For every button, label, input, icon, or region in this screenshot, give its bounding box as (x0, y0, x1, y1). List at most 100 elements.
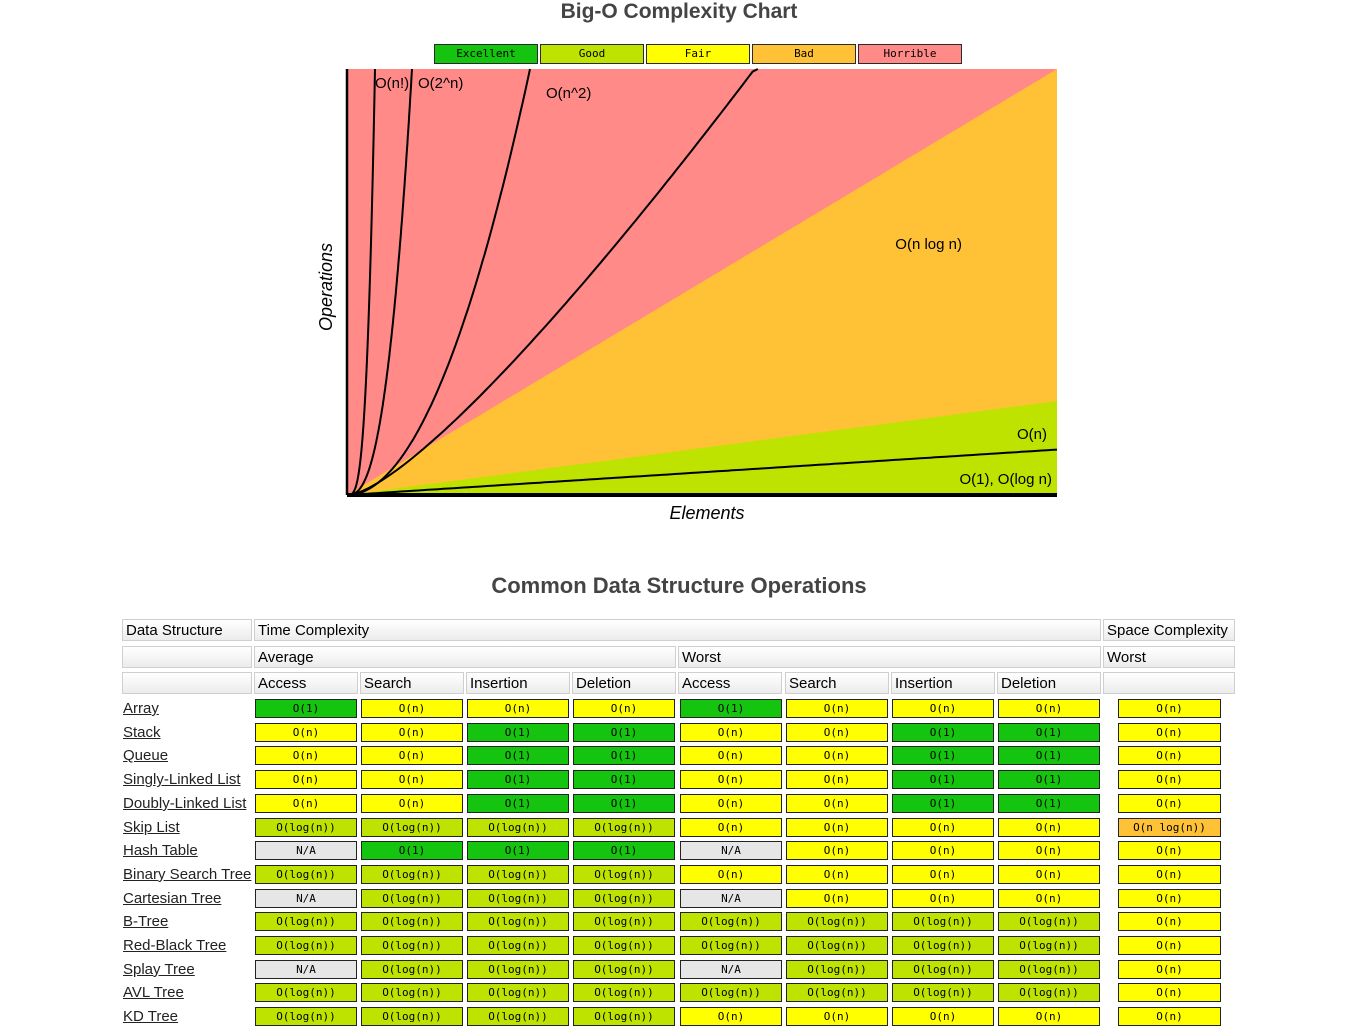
cell-worst-search: O(n) (786, 746, 888, 766)
cell-worst-deletion: O(n) (998, 817, 1100, 837)
cell-space-worst: O(n) (1118, 888, 1221, 908)
cell-worst-insertion: O(1) (892, 793, 994, 813)
cell-space-worst: O(n) (1118, 841, 1221, 861)
cell-avg-deletion: O(log(n)) (573, 912, 675, 932)
cell-avg-insertion: O(1) (467, 746, 569, 766)
cell-avg-access: O(log(n)) (255, 983, 357, 1003)
row-link-cartesian-tree[interactable]: Cartesian Tree (123, 889, 222, 907)
cell-avg-deletion: O(log(n)) (573, 959, 675, 979)
cell-worst-insertion: O(n) (892, 864, 994, 884)
cell-avg-search: O(n) (361, 699, 463, 718)
cell-worst-deletion: O(1) (998, 793, 1100, 813)
cell-avg-search: O(log(n)) (361, 1007, 463, 1027)
cell-avg-insertion: O(log(n)) (467, 959, 569, 979)
cell-avg-deletion: O(1) (573, 841, 675, 861)
cell-avg-insertion: O(1) (467, 722, 569, 742)
header-data-structure: Data Structure (122, 619, 252, 641)
y-axis-label: Operations (316, 243, 336, 331)
cell-worst-search: O(n) (786, 888, 888, 908)
row-link-b-tree[interactable]: B-Tree (123, 913, 169, 931)
header-worst-search: Search (785, 672, 889, 694)
header-worst: Worst (678, 646, 1101, 668)
complexity-plot: O(n!) O(2^n) O(n^2) O(n log n) O(n) O(1), O(l… (316, 68, 1058, 523)
legend-bad: Bad (752, 44, 856, 64)
cell-space-worst: O(n log(n)) (1118, 817, 1221, 837)
cell-worst-search: O(log(n)) (786, 959, 888, 979)
row-link-doubly-linked-list[interactable]: Doubly-Linked List (123, 794, 247, 812)
cell-avg-search: O(n) (361, 770, 463, 790)
cell-worst-deletion: O(log(n)) (998, 983, 1100, 1003)
cell-worst-deletion: O(n) (998, 841, 1100, 861)
cell-avg-insertion: O(log(n)) (467, 936, 569, 955)
cell-worst-insertion: O(log(n)) (892, 912, 994, 932)
cell-worst-search: O(log(n)) (786, 983, 888, 1003)
cell-avg-access: N/A (255, 959, 357, 979)
cell-avg-deletion: O(log(n)) (573, 817, 675, 837)
cell-avg-access: O(log(n)) (255, 864, 357, 884)
header-space-complexity: Space Complexity (1103, 619, 1235, 641)
cell-worst-access: N/A (680, 888, 782, 908)
row-link-queue[interactable]: Queue (123, 747, 169, 765)
cell-worst-access: N/A (680, 959, 782, 979)
chart-title: Big-O Complexity Chart (560, 0, 798, 23)
cell-avg-access: O(n) (255, 770, 357, 790)
row-link-singly-linked-list[interactable]: Singly-Linked List (123, 771, 241, 789)
header-avg-search: Search (360, 672, 464, 694)
row-link-array[interactable]: Array (123, 700, 159, 717)
header-worst-deletion: Deletion (997, 672, 1101, 694)
cell-space-worst: O(n) (1118, 983, 1221, 1003)
cell-avg-deletion: O(1) (573, 746, 675, 766)
cell-worst-deletion: O(1) (998, 722, 1100, 742)
header-avg-insertion: Insertion (466, 672, 570, 694)
legend-excellent: Excellent (434, 44, 538, 64)
cell-avg-access: O(log(n)) (255, 912, 357, 932)
cell-worst-insertion: O(1) (892, 770, 994, 790)
cell-avg-search: O(n) (361, 746, 463, 766)
cell-avg-insertion: O(1) (467, 841, 569, 861)
cell-worst-access: O(n) (680, 1007, 782, 1027)
cell-avg-access: N/A (255, 888, 357, 908)
label-constant-log: O(1), O(log n) (959, 471, 1052, 488)
cell-worst-insertion: O(n) (892, 699, 994, 718)
cell-avg-insertion: O(log(n)) (467, 912, 569, 932)
row-link-hash-table[interactable]: Hash Table (123, 842, 198, 860)
row-link-binary-search-tree[interactable]: Binary Search Tree (123, 865, 252, 883)
cell-worst-search: O(n) (786, 817, 888, 837)
cell-avg-deletion: O(log(n)) (573, 864, 675, 884)
cell-worst-access: O(log(n)) (680, 983, 782, 1003)
cell-worst-insertion: O(log(n)) (892, 959, 994, 979)
cell-worst-access: N/A (680, 841, 782, 861)
row-link-avl-tree[interactable]: AVL Tree (123, 984, 184, 1002)
cell-space-worst: O(n) (1118, 746, 1221, 766)
row-link-stack[interactable]: Stack (123, 723, 161, 741)
cell-worst-access: O(n) (680, 793, 782, 813)
row-link-skip-list[interactable]: Skip List (123, 818, 180, 836)
cell-avg-access: O(n) (255, 722, 357, 742)
cell-worst-search: O(n) (786, 1007, 888, 1027)
header-avg-deletion: Deletion (572, 672, 676, 694)
cell-worst-deletion: O(1) (998, 746, 1100, 766)
cell-worst-insertion: O(n) (892, 817, 994, 837)
header-worst-insertion: Insertion (891, 672, 995, 694)
cell-worst-search: O(n) (786, 770, 888, 790)
row-link-kd-tree[interactable]: KD Tree (123, 1008, 179, 1026)
cell-worst-search: O(n) (786, 841, 888, 861)
row-link-splay-tree[interactable]: Splay Tree (123, 960, 195, 978)
cell-space-worst: O(n) (1118, 912, 1221, 932)
cell-avg-deletion: O(log(n)) (573, 983, 675, 1003)
cell-worst-insertion: O(n) (892, 888, 994, 908)
legend-fair: Fair (646, 44, 750, 64)
curve-n (346, 448, 1058, 496)
cell-worst-access: O(log(n)) (680, 912, 782, 932)
header-blank-3 (1103, 672, 1235, 694)
cell-avg-deletion: O(1) (573, 722, 675, 742)
cell-worst-access: O(log(n)) (680, 936, 782, 955)
cell-avg-insertion: O(log(n)) (467, 817, 569, 837)
cell-space-worst: O(n) (1118, 770, 1221, 790)
curve-2-pow-n (347, 68, 413, 496)
label-n-squared: O(n^2) (546, 85, 591, 102)
row-link-red-black-tree[interactable]: Red-Black Tree (123, 937, 227, 954)
label-n-log-n: O(n log n) (895, 236, 962, 253)
cell-worst-search: O(n) (786, 722, 888, 742)
cell-worst-deletion: O(log(n)) (998, 936, 1100, 955)
